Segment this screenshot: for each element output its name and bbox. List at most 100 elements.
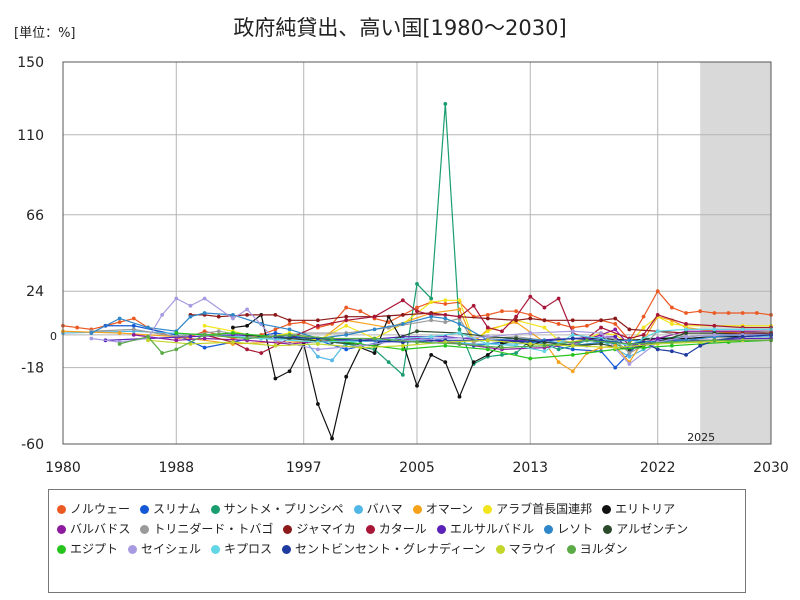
data-point — [315, 347, 320, 352]
data-point — [570, 352, 575, 357]
data-point — [542, 325, 547, 330]
data-point — [712, 311, 717, 315]
data-point — [485, 329, 490, 334]
data-point — [627, 351, 632, 355]
data-point — [415, 383, 419, 388]
legend-item: セントビンセント・グレナディーン — [282, 539, 486, 559]
x-tick-label: 1980 — [45, 460, 81, 476]
legend-label: セイシェル — [141, 542, 202, 556]
data-point — [415, 282, 419, 286]
data-point — [684, 331, 688, 335]
legend-marker — [57, 525, 66, 534]
legend-label: アルゼンチン — [616, 522, 689, 536]
data-point — [570, 369, 575, 374]
data-point — [287, 369, 292, 374]
data-point — [684, 334, 688, 339]
data-point — [443, 316, 448, 321]
data-point — [245, 307, 249, 312]
data-point — [754, 311, 759, 315]
x-axis-ticks: 1980 1988 1997 2005 2013 2022 2030 — [45, 460, 789, 476]
data-point — [400, 343, 405, 348]
data-point — [117, 316, 122, 321]
data-point — [273, 343, 278, 348]
data-point — [146, 325, 150, 330]
data-point — [726, 311, 731, 315]
data-point — [330, 436, 334, 441]
legend-label: レソト — [557, 522, 594, 536]
x-tick-label: 1997 — [286, 460, 322, 476]
y-tick-label: 24 — [26, 284, 44, 300]
y-tick-label: -18 — [21, 361, 44, 377]
data-point — [542, 343, 547, 348]
legend-marker — [603, 525, 613, 534]
data-point — [231, 331, 235, 335]
data-point — [599, 318, 603, 323]
legend-item: スリナム — [140, 499, 201, 519]
data-point — [471, 360, 476, 365]
data-point — [358, 338, 363, 343]
legend-item: オマーン — [412, 499, 473, 519]
data-point — [315, 342, 320, 346]
data-point — [712, 327, 717, 332]
data-point — [613, 322, 618, 326]
legend-item: サントメ・プリンシペ — [210, 499, 344, 519]
data-point — [386, 320, 391, 325]
series-line — [204, 295, 771, 354]
data-point — [245, 347, 249, 352]
data-point — [330, 358, 334, 363]
data-point — [174, 296, 179, 301]
data-point — [528, 294, 533, 299]
data-point — [457, 327, 462, 332]
data-point — [344, 374, 349, 379]
data-point — [627, 338, 632, 343]
data-point — [160, 312, 165, 317]
legend-marker — [210, 505, 220, 514]
data-point — [627, 362, 632, 366]
data-point — [245, 323, 249, 328]
data-point — [315, 402, 320, 406]
legend-marker — [566, 545, 576, 554]
data-point — [273, 312, 278, 317]
data-point — [231, 312, 235, 317]
data-point — [698, 309, 703, 314]
data-point — [627, 327, 632, 332]
data-point — [599, 342, 603, 346]
data-point — [315, 354, 320, 359]
data-point — [174, 347, 179, 352]
data-point — [457, 314, 462, 319]
data-point — [443, 101, 448, 106]
data-point — [457, 342, 462, 346]
legend-marker — [365, 525, 375, 534]
data-point — [485, 338, 490, 343]
data-point — [216, 314, 221, 319]
data-point — [485, 342, 490, 346]
legend-label: エリトリア — [615, 502, 676, 516]
data-point — [259, 351, 264, 355]
data-point — [457, 322, 462, 326]
data-point — [528, 312, 533, 317]
data-point — [613, 327, 618, 332]
data-point — [174, 338, 179, 343]
legend-item: エリトリア — [602, 499, 675, 519]
series-layer — [61, 101, 773, 441]
legend-label: ジャマイカ — [296, 522, 356, 536]
data-point — [174, 331, 179, 335]
data-point — [655, 289, 660, 294]
legend-marker — [544, 525, 554, 534]
legend-label: バハマ — [366, 502, 403, 516]
legend-marker — [353, 505, 363, 514]
data-point — [273, 376, 278, 381]
legend-item: セイシェル — [128, 539, 201, 559]
data-point — [188, 314, 193, 319]
legend-label: マラウイ — [508, 542, 557, 556]
y-tick-label: 66 — [26, 208, 44, 224]
data-point — [655, 347, 660, 352]
data-point — [514, 336, 519, 341]
legend-item: アルゼンチン — [603, 519, 688, 539]
y-tick-label: 110 — [17, 128, 44, 144]
data-point — [669, 340, 674, 345]
y-tick-label: 150 — [17, 55, 44, 71]
series-14 — [174, 331, 773, 361]
data-point — [89, 336, 94, 341]
data-point — [684, 327, 688, 332]
